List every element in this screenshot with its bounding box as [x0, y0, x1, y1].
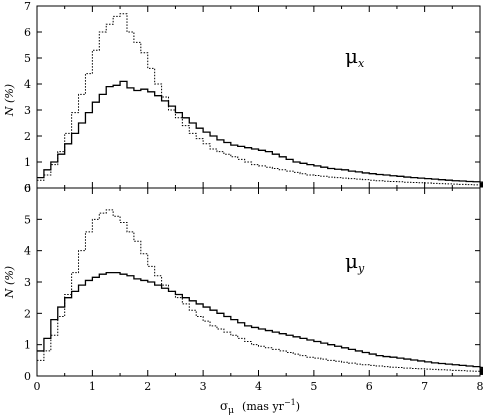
y-tick-label: 0 [24, 370, 31, 383]
y-tick-label: 6 [24, 182, 31, 195]
y-tick-label: 7 [24, 0, 31, 13]
x-axis-label: σμ (mas yr−1) [220, 398, 300, 416]
x-tick-label: 0 [34, 380, 41, 393]
x-tick-label: 4 [255, 380, 262, 393]
series-group [37, 13, 483, 188]
x-label-sigma: σ [220, 399, 228, 413]
x-label-units: (mas yr [242, 400, 285, 413]
y-tick-label: 4 [24, 78, 31, 91]
y-axis-label: N (%) [3, 84, 16, 117]
series-group [37, 209, 483, 375]
panel-mu-x: 0 1 2 3 4 5 6 7 N (%) μx [3, 0, 483, 195]
y-tick-label: 6 [24, 26, 31, 39]
panel-label: μy [345, 249, 365, 275]
y-tick-label: 1 [24, 156, 31, 169]
panel-label-main: μ [345, 44, 358, 68]
y-tick-label: 2 [24, 130, 31, 143]
panel-frame [36, 5, 481, 189]
panel-label-subscript: y [357, 262, 365, 275]
x-tick-label: 8 [477, 380, 483, 393]
x-label-close: ) [296, 400, 300, 413]
x-tick-label: 3 [200, 380, 207, 393]
panel-frame [36, 187, 481, 377]
panel-label: μx [345, 44, 365, 70]
x-tick-label: 6 [366, 380, 373, 393]
series-dotted-line [37, 209, 483, 375]
y-tick-label: 3 [24, 276, 31, 289]
series-solid-line [37, 80, 483, 188]
x-tick-label: 7 [421, 380, 428, 393]
y-tick-label: 3 [24, 104, 31, 117]
y-tick-label: 1 [24, 339, 31, 352]
y-tick-label: 5 [24, 52, 31, 65]
y-tick-label: 4 [24, 245, 31, 258]
x-tick-label: 2 [144, 380, 151, 393]
y-tick-label: 2 [24, 307, 31, 320]
y-tick-label: 0 [24, 182, 31, 195]
x-label-exponent: −1 [284, 398, 296, 407]
panel-label-main: μ [345, 249, 358, 273]
y-axis-label: N (%) [3, 266, 16, 299]
y-ticks: 0 1 2 3 4 5 6 7 [24, 0, 481, 195]
x-tick-label: 1 [89, 380, 96, 393]
panel-label-subscript: x [358, 57, 365, 70]
y-tick-label: 5 [24, 213, 31, 226]
x-label-sigma-sub: μ [228, 406, 234, 416]
series-dotted-line [37, 13, 483, 188]
x-tick-label: 5 [310, 380, 317, 393]
series-solid-line [37, 271, 483, 375]
